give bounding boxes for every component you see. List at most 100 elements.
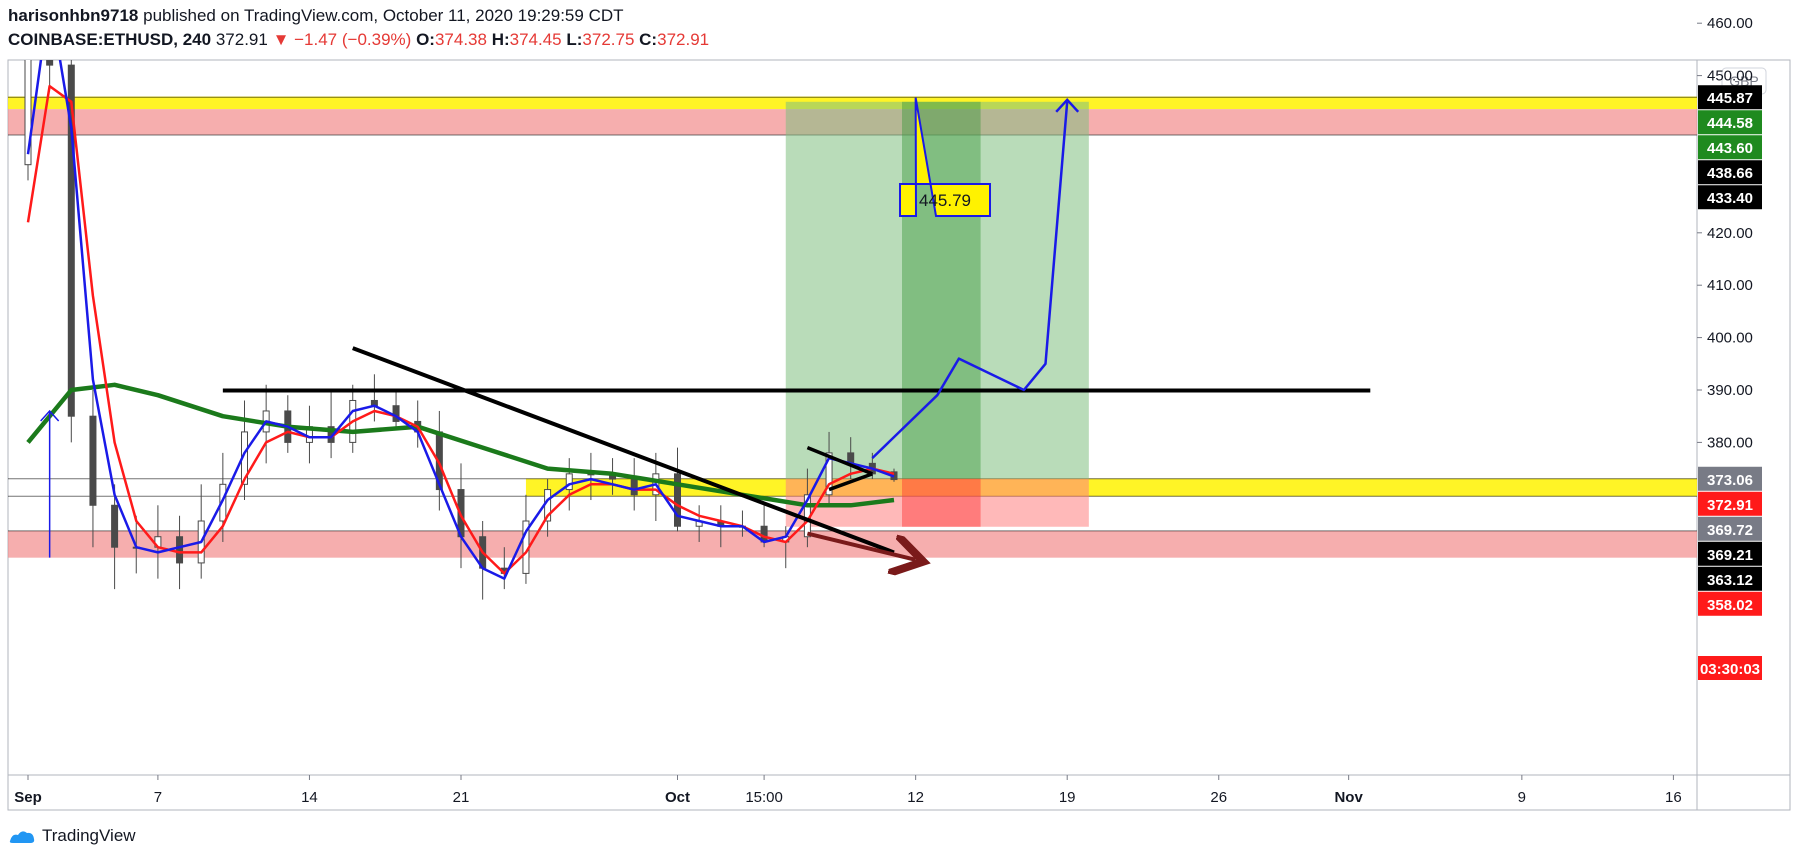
x-tick-label: 12 xyxy=(907,789,924,806)
candle-body xyxy=(46,60,54,66)
price-change: ▼ −1.47 (−0.39%) xyxy=(272,30,412,49)
y-tick-label: 450.00 xyxy=(1707,68,1753,85)
x-tick-label: 19 xyxy=(1059,789,1076,806)
x-tick-label: 14 xyxy=(301,789,318,806)
price-label: 369.21 xyxy=(1698,541,1762,566)
price-label-text: 445.87 xyxy=(1707,90,1753,107)
candle-body xyxy=(67,64,75,417)
candle-body xyxy=(630,478,638,496)
price-label: 444.58 xyxy=(1698,110,1762,135)
projected-arrowhead xyxy=(1055,97,1080,113)
y-tick-label: 380.00 xyxy=(1707,434,1753,451)
price-label-box xyxy=(1698,160,1762,185)
price-label-text: 443.60 xyxy=(1707,140,1753,157)
price-label: 445.87 xyxy=(1698,85,1762,110)
high-value: 374.45 xyxy=(509,30,562,49)
price-label-text: 372.91 xyxy=(1707,497,1753,514)
countdown-label: 03:30:03 xyxy=(1698,656,1762,680)
countdown-text: 03:30:03 xyxy=(1700,661,1760,678)
trendline xyxy=(352,346,895,555)
price-label: 438.66 xyxy=(1698,160,1762,185)
price-label-box xyxy=(1698,466,1762,491)
high-label: H: xyxy=(491,30,510,49)
callout-text: 445.79 xyxy=(919,191,971,210)
candle-body xyxy=(825,452,833,496)
price-label: 369.72 xyxy=(1698,516,1762,541)
vertical-arrowhead xyxy=(40,409,60,422)
x-tick-label: 16 xyxy=(1665,789,1682,806)
price-label-box xyxy=(1698,541,1762,566)
price-label-box xyxy=(1698,85,1762,110)
publish-info: harisonhbn9718 published on TradingView.… xyxy=(8,6,624,26)
price-label-text: 369.72 xyxy=(1707,522,1753,539)
y-tick-label: 410.00 xyxy=(1707,277,1753,294)
candle-body xyxy=(565,473,573,491)
candle-body xyxy=(24,60,32,166)
x-tick-label: 7 xyxy=(154,789,162,806)
price-label-box xyxy=(1698,110,1762,135)
symbol-label[interactable]: COINBASE:ETHUSD, 240 xyxy=(8,30,212,49)
currency-text: GBP xyxy=(1729,73,1759,89)
ma-long-line xyxy=(26,382,895,508)
ema-fast-line xyxy=(26,60,895,580)
position-active-target xyxy=(902,101,981,479)
price-label: 433.40 xyxy=(1698,185,1762,210)
close-value: 372.91 xyxy=(657,30,710,49)
plot-area: 445.79 xyxy=(8,60,1697,600)
chart-frame xyxy=(7,59,1791,811)
price-label-text: 433.40 xyxy=(1707,190,1753,207)
trendline-extension-arrow xyxy=(806,531,915,560)
close-label: C: xyxy=(639,30,658,49)
candle-body xyxy=(219,483,227,522)
price-label-box xyxy=(1698,135,1762,160)
triangle-top xyxy=(806,446,874,476)
price-label-box xyxy=(1698,591,1762,616)
candle-body xyxy=(89,415,97,506)
price-label-text: 369.21 xyxy=(1707,547,1753,564)
y-tick-label: 460.00 xyxy=(1707,15,1753,32)
published-text: published on TradingView.com, October 11… xyxy=(143,6,624,25)
y-tick-label: 400.00 xyxy=(1707,330,1753,347)
y-tick-label: 390.00 xyxy=(1707,382,1753,399)
publisher-name[interactable]: harisonhbn9718 xyxy=(8,6,139,25)
ema-slow-line xyxy=(26,84,895,575)
x-tick-label: 9 xyxy=(1518,789,1526,806)
price-label-text: 444.58 xyxy=(1707,115,1753,132)
footer-brand[interactable]: TradingView xyxy=(8,826,136,846)
x-tick-label: Oct xyxy=(665,789,690,806)
triangle-bottom xyxy=(828,472,873,492)
price-label: 373.06 xyxy=(1698,466,1762,491)
open-value: 374.38 xyxy=(434,30,487,49)
x-tick-label: Sep xyxy=(14,789,42,806)
x-tick-label: 21 xyxy=(453,789,470,806)
x-tick-label: Nov xyxy=(1334,789,1363,806)
price-label: 363.12 xyxy=(1698,566,1762,591)
open-label: O: xyxy=(416,30,435,49)
callout-bubble xyxy=(899,97,991,217)
target-callout: 445.79 xyxy=(899,97,991,217)
tradingview-logo-icon xyxy=(8,827,36,845)
position-target-zone xyxy=(785,101,1089,479)
x-tick-label: 15:00 xyxy=(745,789,783,806)
y-tick-label: 420.00 xyxy=(1707,225,1753,242)
tradingview-brand-text: TradingView xyxy=(42,826,136,845)
candle-body xyxy=(674,473,681,527)
candle-body xyxy=(176,536,184,564)
price-label-text: 373.06 xyxy=(1707,472,1753,489)
candle-body xyxy=(111,504,119,548)
x-tick-label: 26 xyxy=(1210,789,1227,806)
price-label-box xyxy=(1698,566,1762,591)
projected-path xyxy=(871,101,1069,459)
price-label-text: 438.66 xyxy=(1707,165,1753,182)
countdown-box xyxy=(1698,656,1762,680)
price-label-box xyxy=(1698,516,1762,541)
price-label-text: 363.12 xyxy=(1707,572,1753,589)
price-label: 443.60 xyxy=(1698,135,1762,160)
price-label: 372.91 xyxy=(1698,491,1762,516)
price-label-box xyxy=(1698,185,1762,210)
last-price: 372.91 xyxy=(215,30,268,49)
position-active-stop xyxy=(902,478,981,527)
low-value: 372.75 xyxy=(582,30,635,49)
price-label-text: 358.02 xyxy=(1707,597,1753,614)
